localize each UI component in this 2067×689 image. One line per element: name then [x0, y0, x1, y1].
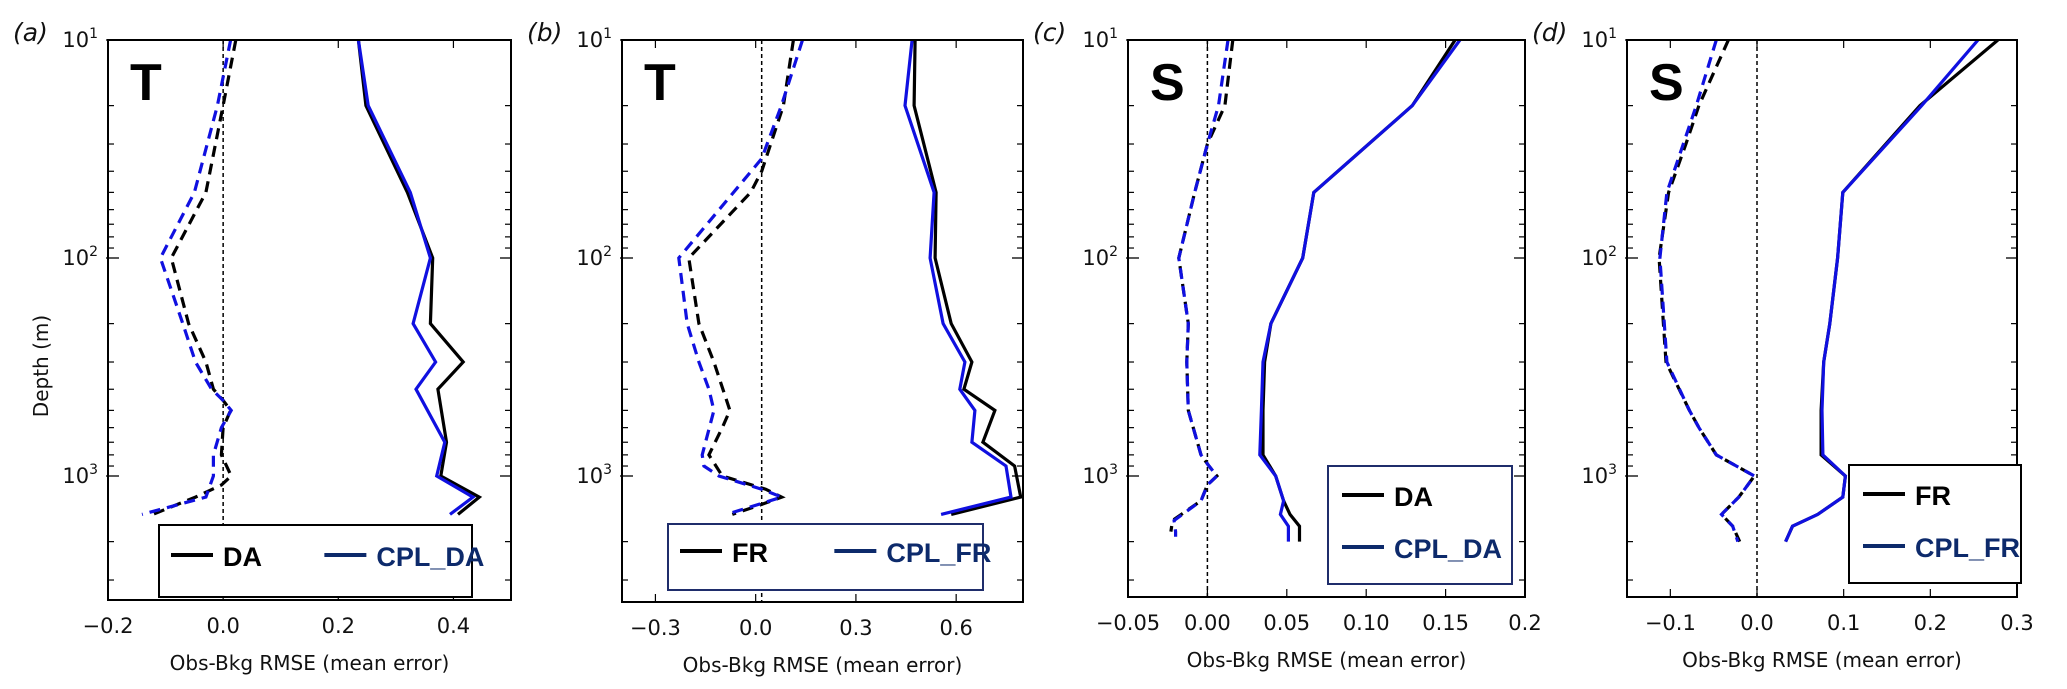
legend-box	[667, 523, 984, 591]
x-axis-label: Obs-Bkg RMSE (mean error)	[170, 651, 450, 675]
series-line-cpl-fr-rmse	[903, 40, 1013, 516]
series-line-fr-mean-error	[1657, 40, 1757, 543]
y-tick-label: 101	[1082, 26, 1118, 52]
series-group	[1169, 40, 1462, 542]
panel-c: 101 102 103 −0.05 0.00 0.05 0.10 0.15 0.2 (c) S Obs…	[1033, 18, 1542, 672]
legend-entry-label: FR	[1915, 481, 1951, 511]
x-axis-label: Obs-Bkg RMSE (mean error)	[1682, 648, 1962, 672]
x-tick-label: −0.1	[1645, 611, 1696, 635]
variable-label: S	[1649, 54, 1684, 112]
legend-entry-label: CPL_FR	[886, 538, 991, 568]
series-line-cpl-da-rmse	[1258, 40, 1462, 542]
series-line-cpl-fr-mean-error	[1658, 40, 1757, 543]
y-tick-label: 101	[1581, 26, 1617, 52]
y-tick-label: 103	[62, 462, 98, 488]
legend-entry-label: DA	[223, 542, 262, 572]
axes-frame	[1626, 39, 2018, 598]
axes-frame	[1127, 39, 1526, 598]
series-line-cpl-fr-rmse	[1784, 40, 1980, 543]
x-tick-label: −0.05	[1096, 611, 1160, 635]
x-tick-label: 0.0	[1740, 611, 1773, 635]
series-group	[1657, 40, 1999, 543]
x-tick-label: 0.15	[1422, 611, 1469, 635]
legend-box	[158, 524, 473, 598]
series-group	[141, 40, 483, 516]
series-line-da-mean-error	[152, 40, 238, 516]
y-tick-label: 102	[62, 244, 98, 270]
x-tick-label: 0.3	[2000, 611, 2033, 635]
x-tick-label: 0.2	[1508, 611, 1541, 635]
series-line-cpl-da-mean-error	[1172, 40, 1230, 537]
panel-letter: (d)	[1532, 18, 1567, 47]
legend-entry-label: CPL_DA	[1394, 534, 1502, 564]
x-tick-label: −0.3	[630, 616, 681, 640]
variable-label: T	[644, 54, 676, 112]
series-line-cpl-fr-mean-error	[677, 40, 805, 516]
legend-entry-label: CPL_DA	[376, 542, 484, 572]
x-tick-label: 0.1	[1827, 611, 1860, 635]
x-tick-label: −0.2	[83, 614, 134, 638]
axes-frame	[107, 39, 512, 601]
y-axis-label: Depth (m)	[29, 315, 53, 417]
series-line-fr-rmse	[912, 40, 1023, 516]
x-tick-label: 0.4	[437, 614, 470, 638]
x-tick-label: 0.0	[739, 616, 772, 640]
series-line-cpl-da-mean-error	[141, 40, 234, 516]
y-tick-label: 102	[1581, 244, 1617, 270]
y-tick-label: 102	[1082, 244, 1118, 270]
panel-d: 101 102 103 −0.1 0.0 0.1 0.2 0.3 (d) S Obs-Bkg RMS…	[1532, 18, 2034, 672]
y-tick-label: 103	[576, 462, 612, 488]
panel-letter: (b)	[527, 18, 562, 47]
legend-entry-label: FR	[732, 538, 768, 568]
legend-entry-label: DA	[1394, 482, 1433, 512]
panel-letter: (c)	[1033, 18, 1066, 47]
variable-label: S	[1150, 54, 1185, 112]
series-line-cpl-da-rmse	[356, 40, 476, 516]
y-tick-label: 102	[576, 244, 612, 270]
x-tick-label: 0.2	[322, 614, 355, 638]
x-tick-label: 0.0	[206, 614, 239, 638]
x-axis-label: Obs-Bkg RMSE (mean error)	[1187, 648, 1467, 672]
series-line-da-mean-error	[1169, 40, 1235, 532]
legend-entry-label: CPL_FR	[1915, 533, 2020, 563]
x-tick-label: 0.00	[1184, 611, 1231, 635]
panel-letter: (a)	[13, 18, 48, 47]
y-tick-label: 101	[62, 26, 98, 52]
x-tick-label: 0.05	[1263, 611, 1310, 635]
panel-b: 101 102 103 −0.3 0.0 0.3 0.6 (b) T Obs-Bkg RMSE (…	[527, 18, 1024, 677]
series-line-da-rmse	[356, 40, 483, 516]
series-group	[677, 40, 1023, 516]
x-tick-label: 0.2	[1914, 611, 1947, 635]
x-tick-label: 0.3	[839, 616, 872, 640]
axes-frame	[621, 39, 1024, 603]
y-tick-label: 101	[576, 26, 612, 52]
legend-box	[1327, 465, 1513, 585]
panel-a: 101 102 103 −0.2 0.0 0.2 0.4 (a) T Obs-Bkg RMSE (…	[13, 18, 512, 675]
y-tick-label: 103	[1581, 462, 1617, 488]
y-tick-label: 103	[1082, 462, 1118, 488]
x-axis-label: Obs-Bkg RMSE (mean error)	[683, 653, 963, 677]
variable-label: T	[130, 54, 162, 112]
legend-box	[1848, 464, 2022, 584]
x-tick-label: 0.10	[1343, 611, 1390, 635]
x-tick-label: 0.6	[939, 616, 972, 640]
